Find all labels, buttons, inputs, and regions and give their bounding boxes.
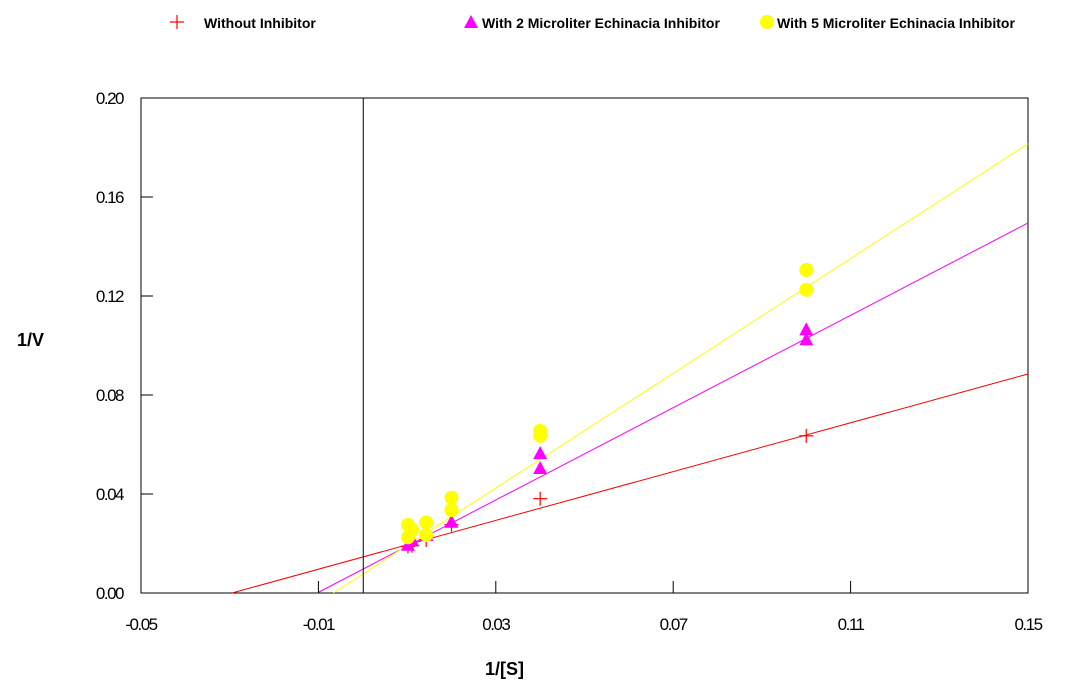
fit-line-series-0 [231, 373, 1029, 594]
legend-label-2-microliter: With 2 Microliter Echinacia Inhibitor [482, 15, 720, 31]
x-axis-title: 1/[S] [485, 659, 524, 679]
plot-area: -0.05 -0.01 0.03 0.07 0.11 0.15 0.000.040.080… [96, 89, 1044, 634]
legend-marker-circle [760, 15, 774, 29]
data-point-series-2 [419, 515, 434, 530]
legend-symbol [464, 15, 478, 28]
x-ticks: -0.05 -0.01 0.03 0.07 0.11 0.15 [125, 581, 1044, 634]
data-markers [400, 263, 814, 554]
legend: Without Inhibitor With 2 Microliter Echi… [170, 15, 1015, 31]
data-point-series-2 [533, 423, 548, 438]
legend-symbol [760, 15, 774, 29]
data-point-series-1 [533, 446, 548, 460]
data-point-series-2 [404, 522, 419, 537]
x-tick-label: -0.01 [303, 615, 335, 634]
legend-item-5-microliter: With 5 Microliter Echinacia Inhibitor [760, 15, 1015, 31]
legend-item-2-microliter: With 2 Microliter Echinacia Inhibitor [464, 15, 720, 31]
fit-line-series-1 [316, 222, 1029, 594]
data-point-series-2 [419, 527, 434, 542]
fit-lines [231, 143, 1029, 594]
x-tick-label: 0.07 [660, 615, 688, 634]
y-tick-label: 0.20 [96, 89, 124, 108]
data-point-series-2 [799, 263, 814, 278]
data-point-series-1 [444, 514, 459, 528]
legend-label-without-inhibitor: Without Inhibitor [204, 15, 316, 31]
data-point-series-2 [799, 282, 814, 297]
data-point-series-2 [444, 490, 459, 505]
legend-symbol [170, 15, 184, 29]
legend-marker-triangle [464, 15, 478, 28]
legend-item-without-inhibitor: Without Inhibitor [170, 15, 316, 31]
legend-marker-plus [170, 15, 184, 29]
data-point-series-0 [533, 491, 548, 506]
data-point-series-2 [444, 503, 459, 518]
y-tick-label: 0.12 [96, 287, 124, 306]
x-tick-label: 0.15 [1014, 615, 1042, 634]
fit-line-series-2 [333, 143, 1029, 594]
x-tick-label: -0.05 [125, 615, 157, 634]
data-point-series-1 [799, 322, 814, 336]
legend-label-5-microliter: With 5 Microliter Echinacia Inhibitor [777, 15, 1015, 31]
x-tick-label: 0.03 [482, 615, 510, 634]
y-ticks: 0.00 0.04 0.08 0.12 0.16 0.20 [96, 89, 153, 603]
y-tick-label: 0.16 [96, 188, 124, 207]
x-tick-label: 0.11 [838, 615, 865, 634]
y-axis-title: 1/V [17, 330, 44, 350]
plot-frame [140, 97, 1029, 594]
data-point-series-1 [799, 332, 814, 346]
y-tick-label: 0.00 [96, 584, 124, 603]
y-tick-label: 0.04 [96, 485, 124, 504]
data-point-series-0 [799, 428, 814, 443]
data-point-series-1 [533, 461, 548, 475]
y-tick-label: 0.08 [96, 386, 124, 405]
